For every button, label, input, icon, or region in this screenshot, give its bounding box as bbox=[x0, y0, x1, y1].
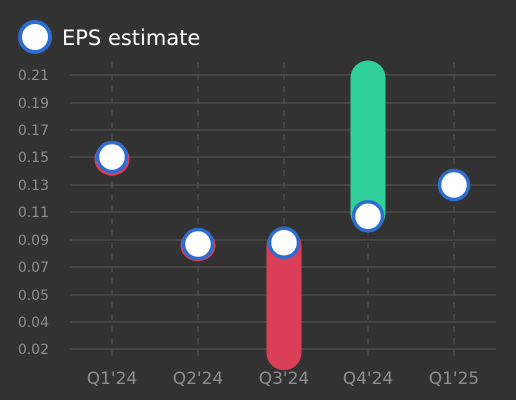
legend: EPS estimate bbox=[18, 20, 200, 54]
estimate-point bbox=[95, 140, 129, 174]
y-tick-label: 0.15 bbox=[18, 150, 49, 166]
x-tick-label: Q4'24 bbox=[343, 369, 394, 389]
y-tick-label: 0.02 bbox=[18, 342, 49, 358]
y-tick-label: 0.09 bbox=[18, 233, 49, 249]
beat-bar bbox=[350, 60, 386, 231]
estimate-point bbox=[351, 199, 385, 233]
estimate-point bbox=[437, 168, 471, 202]
estimate-point bbox=[267, 226, 301, 259]
y-tick-label: 0.07 bbox=[18, 260, 49, 276]
y-tick-label: 0.11 bbox=[18, 205, 49, 221]
y-tick-label: 0.05 bbox=[18, 288, 49, 304]
y-tick-label: 0.21 bbox=[18, 68, 49, 84]
x-tick-label: Q2'24 bbox=[173, 369, 224, 389]
legend-label-eps-estimate: EPS estimate bbox=[62, 26, 200, 50]
surprise-bars bbox=[94, 60, 386, 371]
estimate-markers bbox=[95, 140, 471, 261]
y-tick-label: 0.04 bbox=[18, 315, 49, 331]
y-axis-ticks: 0.02 0.04 0.05 0.07 0.09 0.11 0.13 0.15 0.17 0.19… bbox=[18, 68, 49, 358]
y-tick-label: 0.17 bbox=[18, 123, 49, 139]
x-tick-label: Q1'25 bbox=[429, 369, 480, 389]
x-tick-label: Q3'24 bbox=[259, 369, 310, 389]
y-tick-label: 0.13 bbox=[18, 178, 49, 194]
estimate-point bbox=[181, 227, 215, 261]
x-tick-label: Q1'24 bbox=[87, 369, 138, 389]
legend-marker-eps-estimate bbox=[18, 20, 52, 54]
y-tick-label: 0.19 bbox=[18, 96, 49, 112]
miss-bar bbox=[266, 228, 302, 371]
x-axis-ticks: Q1'24 Q2'24 Q3'24 Q4'24 Q1'25 bbox=[87, 369, 480, 389]
